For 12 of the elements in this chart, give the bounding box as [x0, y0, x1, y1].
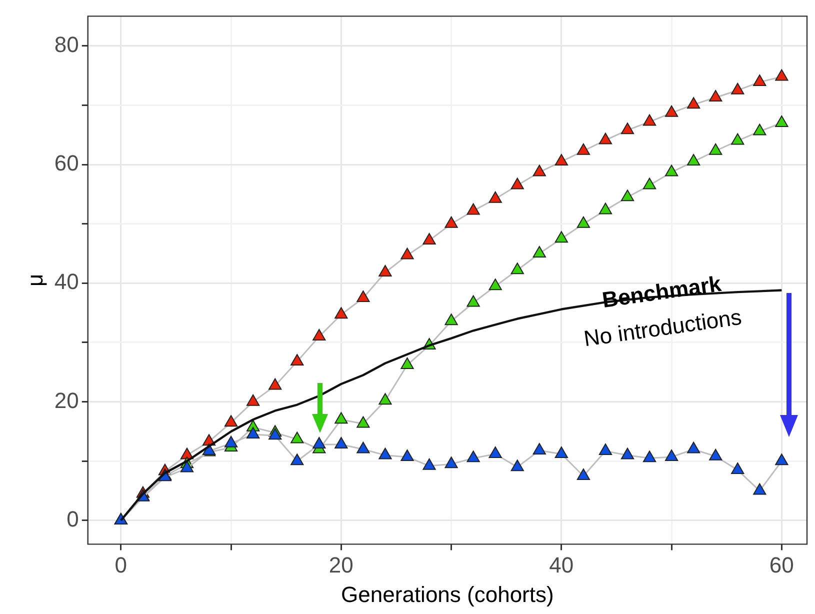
- y-tick-label: 0: [66, 506, 79, 532]
- x-tick-label: 60: [769, 552, 794, 578]
- annotation: Benchmark: [600, 270, 724, 313]
- y-tick-label: 60: [54, 150, 79, 176]
- y-tick-label: 80: [54, 32, 79, 57]
- y-axis-title: μ: [22, 274, 48, 287]
- x-tick-label: 0: [114, 552, 128, 578]
- y-tick-label: 20: [54, 388, 79, 413]
- x-axis-title: Generations (cohorts): [341, 582, 554, 607]
- x-tick-label: 40: [549, 552, 574, 578]
- y-tick-label: 40: [54, 269, 79, 294]
- x-tick-label: 20: [328, 552, 354, 578]
